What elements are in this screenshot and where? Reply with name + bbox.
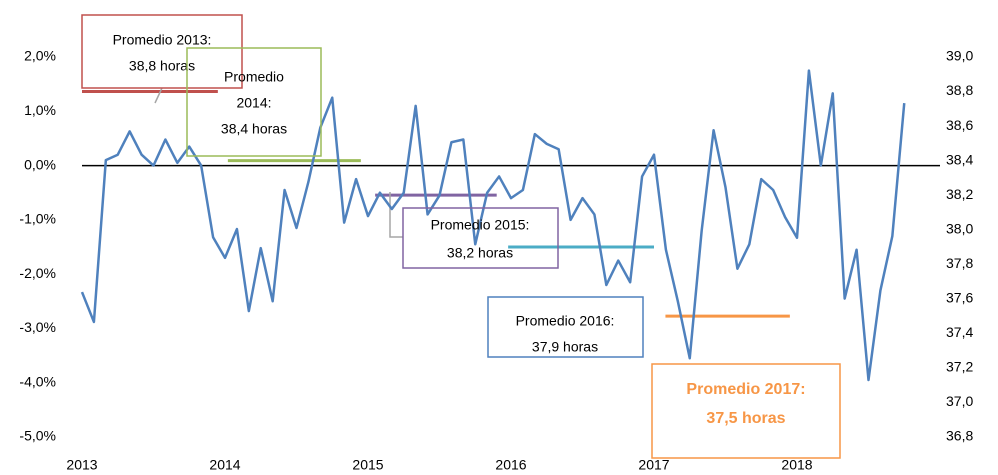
- y-tick-label: -1,0%: [19, 211, 56, 227]
- x-tick-label: 2018: [781, 457, 812, 473]
- annotation-text: 37,9 horas: [532, 339, 598, 355]
- y-tick-label: 1,0%: [24, 102, 56, 118]
- y2-tick-label: 36,8: [946, 428, 973, 444]
- annotation-box: [487, 296, 644, 358]
- y2-tick-label: 38,2: [946, 186, 973, 202]
- x-tick-label: 2017: [638, 457, 669, 473]
- y2-tick-label: 38,0: [946, 220, 973, 236]
- annotation-text: 2014:: [236, 95, 271, 111]
- y2-tick-label: 37,8: [946, 255, 973, 271]
- annotation-text: 38,4 horas: [221, 121, 287, 137]
- annotation-text: 37,5 horas: [706, 410, 785, 427]
- annotation-box: [186, 47, 322, 157]
- connector: [389, 192, 403, 238]
- y2-tick-label: 39,0: [946, 48, 973, 64]
- x-tick-label: 2014: [209, 457, 240, 473]
- y-tick-label: -5,0%: [19, 428, 56, 444]
- y2-tick-label: 37,6: [946, 290, 973, 306]
- y2-tick-label: 37,2: [946, 359, 973, 375]
- y-tick-label: -3,0%: [19, 319, 56, 335]
- annotation-box: [402, 207, 559, 269]
- y2-tick-label: 38,8: [946, 82, 973, 98]
- annotation-box: [651, 363, 841, 459]
- y-tick-label: -4,0%: [19, 373, 56, 389]
- y2-tick-label: 38,4: [946, 151, 973, 167]
- annotation-text: 38,8 horas: [129, 58, 195, 74]
- data-line: [80, 69, 906, 382]
- annotation-text: Promedio 2016:: [516, 313, 615, 329]
- annotation-text: Promedio 2013:: [113, 32, 212, 48]
- annotation-text: Promedio 2017:: [686, 381, 805, 398]
- annotation-box: [81, 14, 243, 89]
- y2-tick-label: 38,6: [946, 117, 973, 133]
- annotation-text: 38,2 horas: [447, 245, 513, 261]
- x-tick-label: 2016: [495, 457, 526, 473]
- annotation-text: Promedio: [224, 69, 284, 85]
- y-tick-label: 0,0%: [24, 156, 56, 172]
- y-tick-label: 2,0%: [24, 48, 56, 64]
- x-tick-label: 2013: [66, 457, 97, 473]
- y-tick-label: -2,0%: [19, 265, 56, 281]
- connector: [154, 87, 163, 104]
- y2-tick-label: 37,4: [946, 324, 973, 340]
- x-tick-label: 2015: [352, 457, 383, 473]
- annotation-text: Promedio 2015:: [431, 217, 530, 233]
- y2-tick-label: 37,0: [946, 393, 973, 409]
